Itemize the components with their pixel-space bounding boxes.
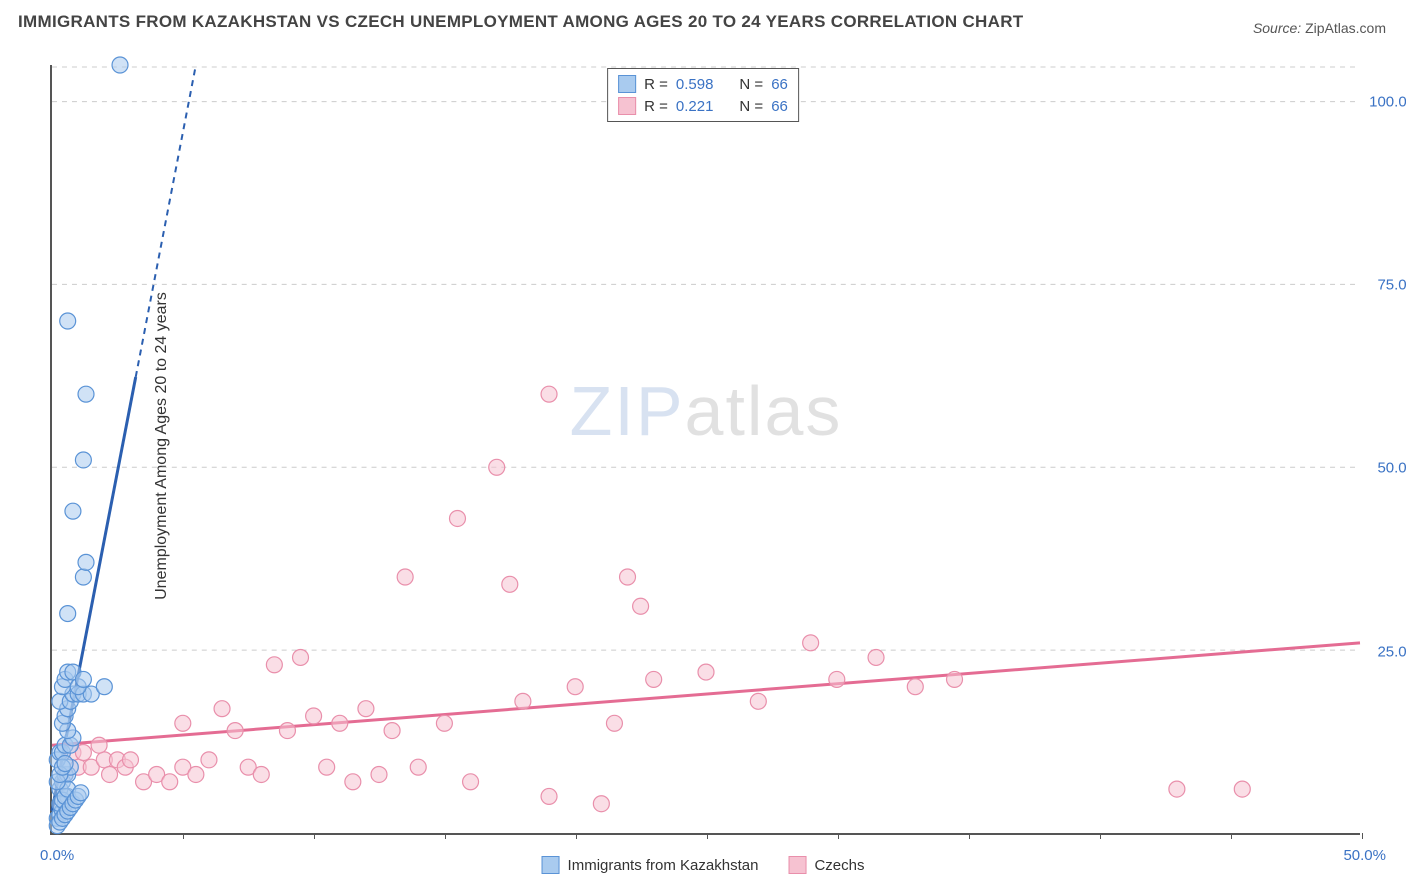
legend-swatch-pink: [618, 97, 636, 115]
y-tick-label: 75.0%: [1365, 277, 1406, 294]
x-tick: [445, 833, 446, 839]
x-tick: [1100, 833, 1101, 839]
source-attribution: Source: ZipAtlas.com: [1253, 20, 1386, 36]
r-value: 0.221: [676, 98, 714, 115]
chart-container: IMMIGRANTS FROM KAZAKHSTAN VS CZECH UNEM…: [0, 0, 1406, 892]
x-max-label: 50.0%: [1343, 847, 1386, 864]
plot-svg: [52, 65, 1360, 833]
legend-series: Immigrants from Kazakhstan Czechs: [542, 856, 865, 874]
x-min-label: 0.0%: [40, 847, 74, 864]
y-tick-label: 50.0%: [1365, 460, 1406, 477]
legend-item-czechs: Czechs: [788, 856, 864, 874]
n-label: N =: [739, 98, 763, 115]
x-tick: [1362, 833, 1363, 839]
r-label: R =: [644, 98, 668, 115]
legend-item-kazakhstan: Immigrants from Kazakhstan: [542, 856, 759, 874]
legend-label: Immigrants from Kazakhstan: [568, 857, 759, 874]
x-tick: [838, 833, 839, 839]
plot-area: ZIPatlas 25.0%50.0%75.0%100.0%: [50, 65, 1360, 835]
legend-swatch-kazakhstan: [542, 856, 560, 874]
legend-row-blue: R = 0.598 N = 66: [618, 73, 788, 95]
source-label: Source:: [1253, 20, 1301, 36]
y-tick-label: 25.0%: [1365, 643, 1406, 660]
x-tick: [183, 833, 184, 839]
y-tick-label: 100.0%: [1365, 93, 1406, 110]
x-tick: [576, 833, 577, 839]
n-label: N =: [739, 76, 763, 93]
legend-correlation: R = 0.598 N = 66 R = 0.221 N = 66: [607, 68, 799, 122]
n-value: 66: [771, 98, 788, 115]
r-label: R =: [644, 76, 668, 93]
n-value: 66: [771, 76, 788, 93]
legend-swatch-blue: [618, 75, 636, 93]
x-tick: [314, 833, 315, 839]
x-tick: [707, 833, 708, 839]
legend-swatch-czechs: [788, 856, 806, 874]
x-tick: [969, 833, 970, 839]
r-value: 0.598: [676, 76, 714, 93]
x-tick: [1231, 833, 1232, 839]
source-value: ZipAtlas.com: [1305, 20, 1386, 36]
legend-label: Czechs: [814, 857, 864, 874]
chart-title: IMMIGRANTS FROM KAZAKHSTAN VS CZECH UNEM…: [18, 12, 1023, 32]
legend-row-pink: R = 0.221 N = 66: [618, 95, 788, 117]
